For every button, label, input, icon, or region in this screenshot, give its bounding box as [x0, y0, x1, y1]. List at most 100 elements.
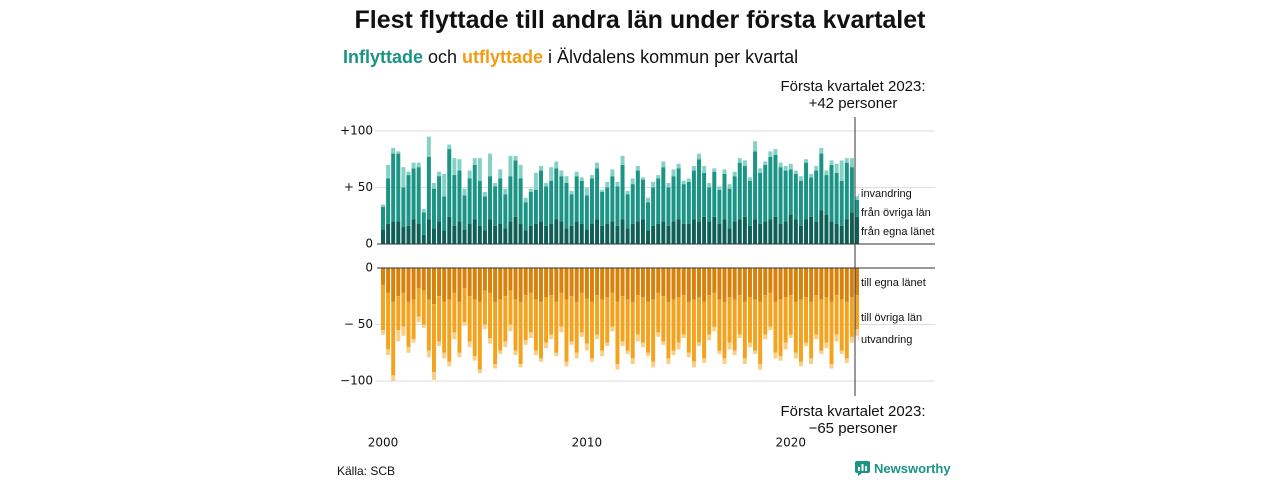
bar-inflow-segment — [712, 216, 717, 244]
upper-y-tick-label: +100 — [340, 124, 373, 138]
bar-inflow-segment — [742, 160, 747, 167]
bar-outflow-segment — [528, 268, 533, 293]
bar-inflow-segment — [702, 166, 707, 173]
bar-inflow-segment — [467, 170, 472, 179]
bar-outflow-segment — [386, 268, 391, 293]
bar-outflow-segment — [773, 352, 778, 359]
bar-outflow-segment — [737, 268, 742, 296]
bar-inflow-segment — [544, 182, 549, 187]
bar-outflow-segment — [763, 268, 768, 296]
bar-outflow-segment — [829, 268, 834, 302]
bar-outflow-segment — [824, 297, 829, 343]
bar-inflow-segment — [646, 230, 651, 244]
bar-inflow-segment — [401, 227, 406, 244]
bar-outflow-segment — [600, 299, 605, 351]
bar-outflow-segment — [758, 301, 763, 365]
bar-inflow-segment — [656, 223, 661, 244]
bar-outflow-segment — [671, 350, 676, 356]
bar-inflow-segment — [549, 167, 554, 181]
bar-outflow-segment — [406, 268, 411, 302]
bar-outflow-segment — [630, 268, 635, 302]
bar-inflow-segment — [447, 144, 452, 150]
bar-inflow-segment — [528, 192, 533, 226]
bar-inflow-segment — [421, 234, 426, 244]
bar-inflow-segment — [533, 189, 538, 224]
bar-inflow-segment — [462, 188, 467, 196]
bar-outflow-segment — [661, 341, 666, 345]
bar-inflow-segment — [539, 221, 543, 244]
bar-inflow-segment — [737, 162, 742, 220]
bar-inflow-segment — [783, 166, 788, 171]
bar-inflow-segment — [528, 225, 533, 244]
bar-inflow-segment — [533, 223, 538, 244]
bar-outflow-segment — [493, 268, 498, 302]
bar-outflow-segment — [727, 268, 732, 298]
bar-outflow-segment — [513, 350, 518, 356]
bar-inflow-segment — [457, 221, 462, 244]
bar-inflow-segment — [809, 177, 814, 217]
bar-outflow-segment — [539, 268, 543, 302]
bar-inflow-segment — [707, 182, 712, 188]
bar-inflow-segment — [569, 194, 574, 226]
bar-outflow-segment — [783, 297, 788, 343]
series-label-outflow: utvandring — [861, 334, 912, 346]
chart-title: Flest flyttade till andra län under förs… — [354, 6, 926, 34]
bar-outflow-segment — [381, 330, 385, 335]
bar-inflow-segment — [554, 161, 559, 169]
bar-outflow-segment — [462, 322, 467, 326]
bar-inflow-segment — [691, 170, 696, 220]
bar-inflow-segment — [717, 186, 722, 190]
bar-outflow-segment — [839, 299, 844, 351]
bar-inflow-segment — [783, 221, 788, 244]
bar-outflow-segment — [763, 334, 768, 340]
bar-outflow-segment — [793, 352, 798, 359]
bar-inflow-segment — [737, 219, 742, 244]
bar-inflow-segment — [691, 219, 696, 244]
bar-outflow-segment — [778, 268, 783, 300]
bar-outflow-segment — [508, 290, 513, 325]
bar-outflow-segment — [477, 369, 482, 374]
annotation-outflow-line1: Första kvartalet 2023: — [780, 403, 926, 420]
bar-outflow-segment — [676, 297, 681, 343]
bar-outflow-segment — [457, 352, 462, 358]
bar-inflow-segment — [488, 219, 493, 244]
bar-inflow-segment — [671, 169, 676, 177]
bar-outflow-segment — [426, 268, 431, 300]
bar-outflow-segment — [722, 358, 727, 365]
bar-inflow-segment — [477, 180, 482, 226]
bar-inflow-segment — [753, 141, 758, 152]
bar-inflow-segment — [386, 178, 391, 224]
bar-inflow-segment — [793, 219, 798, 244]
bar-inflow-segment — [539, 170, 543, 222]
bar-inflow-segment — [416, 167, 421, 224]
bar-outflow-segment — [421, 290, 426, 325]
bar-inflow-segment — [686, 223, 691, 244]
bar-inflow-segment — [798, 176, 803, 181]
bar-outflow-segment — [620, 268, 625, 297]
bar-inflow-segment — [630, 223, 635, 244]
bar-outflow-segment — [579, 292, 584, 333]
bar-outflow-segment — [640, 342, 645, 348]
bar-inflow-segment — [727, 188, 732, 229]
bar-outflow-segment — [447, 299, 452, 362]
series-label-leader — [856, 281, 860, 284]
bar-inflow-segment — [829, 164, 834, 222]
bar-inflow-segment — [442, 196, 447, 231]
bar-outflow-segment — [544, 268, 549, 298]
bar-inflow-segment — [732, 171, 737, 177]
bar-outflow-segment — [646, 352, 651, 357]
bar-inflow-segment — [707, 187, 712, 222]
bar-inflow-segment — [829, 160, 834, 165]
bar-inflow-segment — [431, 182, 436, 189]
bar-inflow-segment — [809, 216, 814, 244]
bar-outflow-segment — [763, 295, 768, 335]
bar-outflow-segment — [595, 268, 600, 296]
bar-outflow-segment — [651, 268, 656, 300]
bar-inflow-segment — [722, 219, 727, 244]
bar-outflow-segment — [722, 301, 727, 359]
bar-inflow-segment — [472, 158, 477, 165]
bar-outflow-segment — [824, 342, 829, 349]
bar-inflow-segment — [386, 223, 391, 244]
bar-outflow-segment — [651, 361, 656, 368]
bar-outflow-segment — [442, 268, 447, 302]
